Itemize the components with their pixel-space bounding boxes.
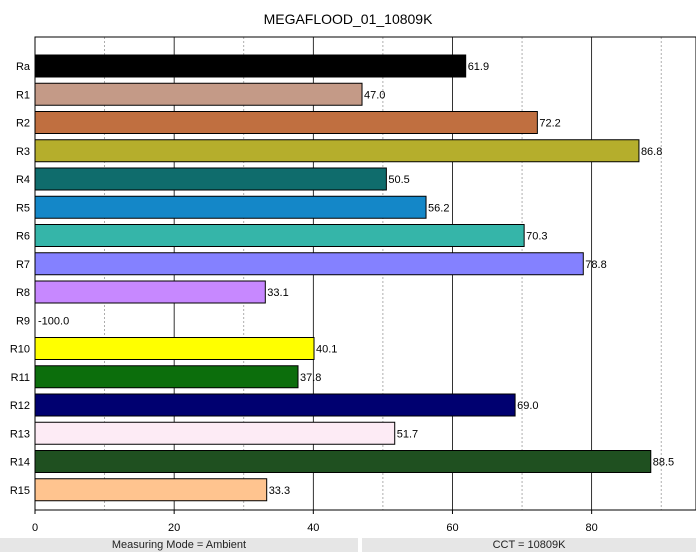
category-label: R10 [10,344,30,356]
bar [34,252,584,276]
category-label: R7 [16,259,30,271]
bar [34,421,396,445]
value-label: 33.1 [267,287,288,299]
category-labels: Ra R1 R2 R3 R4 R5 R6 R7 R8 R9 R10 R11 R12 R13 R14 R15 [10,61,31,497]
value-label: 88.5 [653,457,674,469]
x-axis-ticks: 0 20 40 60 80 [32,510,598,534]
category-label: R8 [16,287,30,299]
value-label: 50.5 [388,174,409,186]
category-label: R14 [10,457,30,469]
value-label: -100.0 [38,315,69,327]
plot-frame [34,36,696,511]
value-label: 86.8 [641,146,662,158]
bars [34,54,652,502]
value-label: 70.3 [526,231,547,243]
value-label: 69.0 [517,400,538,412]
value-label: 56.2 [428,202,449,214]
bar [34,111,538,134]
bar [34,139,640,163]
category-label: R5 [16,202,30,214]
category-label: R3 [16,146,30,158]
x-tick-label: 0 [32,522,38,534]
category-label: R11 [11,372,30,384]
value-label: 61.9 [468,61,489,73]
category-label: R9 [16,315,30,327]
bar [34,478,268,502]
bar [34,54,467,78]
value-labels: 61.9 47.0 72.2 86.8 50.5 56.2 70.3 78.8 33.1 -100… [38,61,674,497]
x-tick-label: 20 [168,522,180,534]
bar [34,167,387,191]
measuring-mode-status: Measuring Mode = Ambient [0,538,358,552]
value-label: 47.0 [364,89,385,101]
x-tick-label: 60 [446,522,458,534]
category-label: Ra [16,61,31,73]
value-label: 33.3 [269,485,290,497]
value-label: 72.2 [539,118,560,130]
bar [34,337,315,360]
category-label: R12 [10,400,30,412]
value-label: 51.7 [397,428,418,440]
category-label: R15 [10,485,30,497]
bar [34,393,516,417]
cct-status: CCT = 10809K [362,538,696,552]
bar [34,82,363,106]
category-label: R13 [10,428,30,440]
category-label: R4 [16,174,30,186]
x-tick-label: 80 [586,522,598,534]
category-label: R2 [16,118,30,130]
bar [34,195,427,219]
bar [34,450,652,473]
x-tick-label: 40 [307,522,319,534]
chart-title: MEGAFLOOD_01_10809K [263,11,433,27]
bar [34,280,266,304]
value-label: 78.8 [585,259,606,271]
bar [34,224,525,247]
category-label: R1 [16,89,30,101]
category-label: R6 [16,231,30,243]
value-label: 37.8 [300,372,321,384]
bar [34,365,299,389]
value-label: 40.1 [316,344,337,356]
